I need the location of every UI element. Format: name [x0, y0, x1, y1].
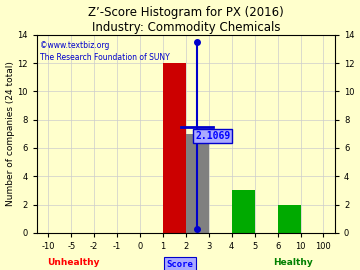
Text: 2.1069: 2.1069 — [195, 131, 230, 141]
Bar — [232, 190, 255, 233]
Bar — [186, 134, 209, 233]
Text: Score: Score — [167, 260, 193, 269]
Y-axis label: Number of companies (24 total): Number of companies (24 total) — [5, 61, 14, 206]
Text: ©www.textbiz.org
The Research Foundation of SUNY: ©www.textbiz.org The Research Foundation… — [40, 41, 170, 62]
Bar — [163, 63, 186, 233]
Bar — [278, 205, 301, 233]
Title: Z’-Score Histogram for PX (2016)
Industry: Commodity Chemicals: Z’-Score Histogram for PX (2016) Industr… — [88, 6, 284, 33]
Text: Unhealthy: Unhealthy — [47, 258, 99, 267]
Text: Healthy: Healthy — [274, 258, 313, 267]
